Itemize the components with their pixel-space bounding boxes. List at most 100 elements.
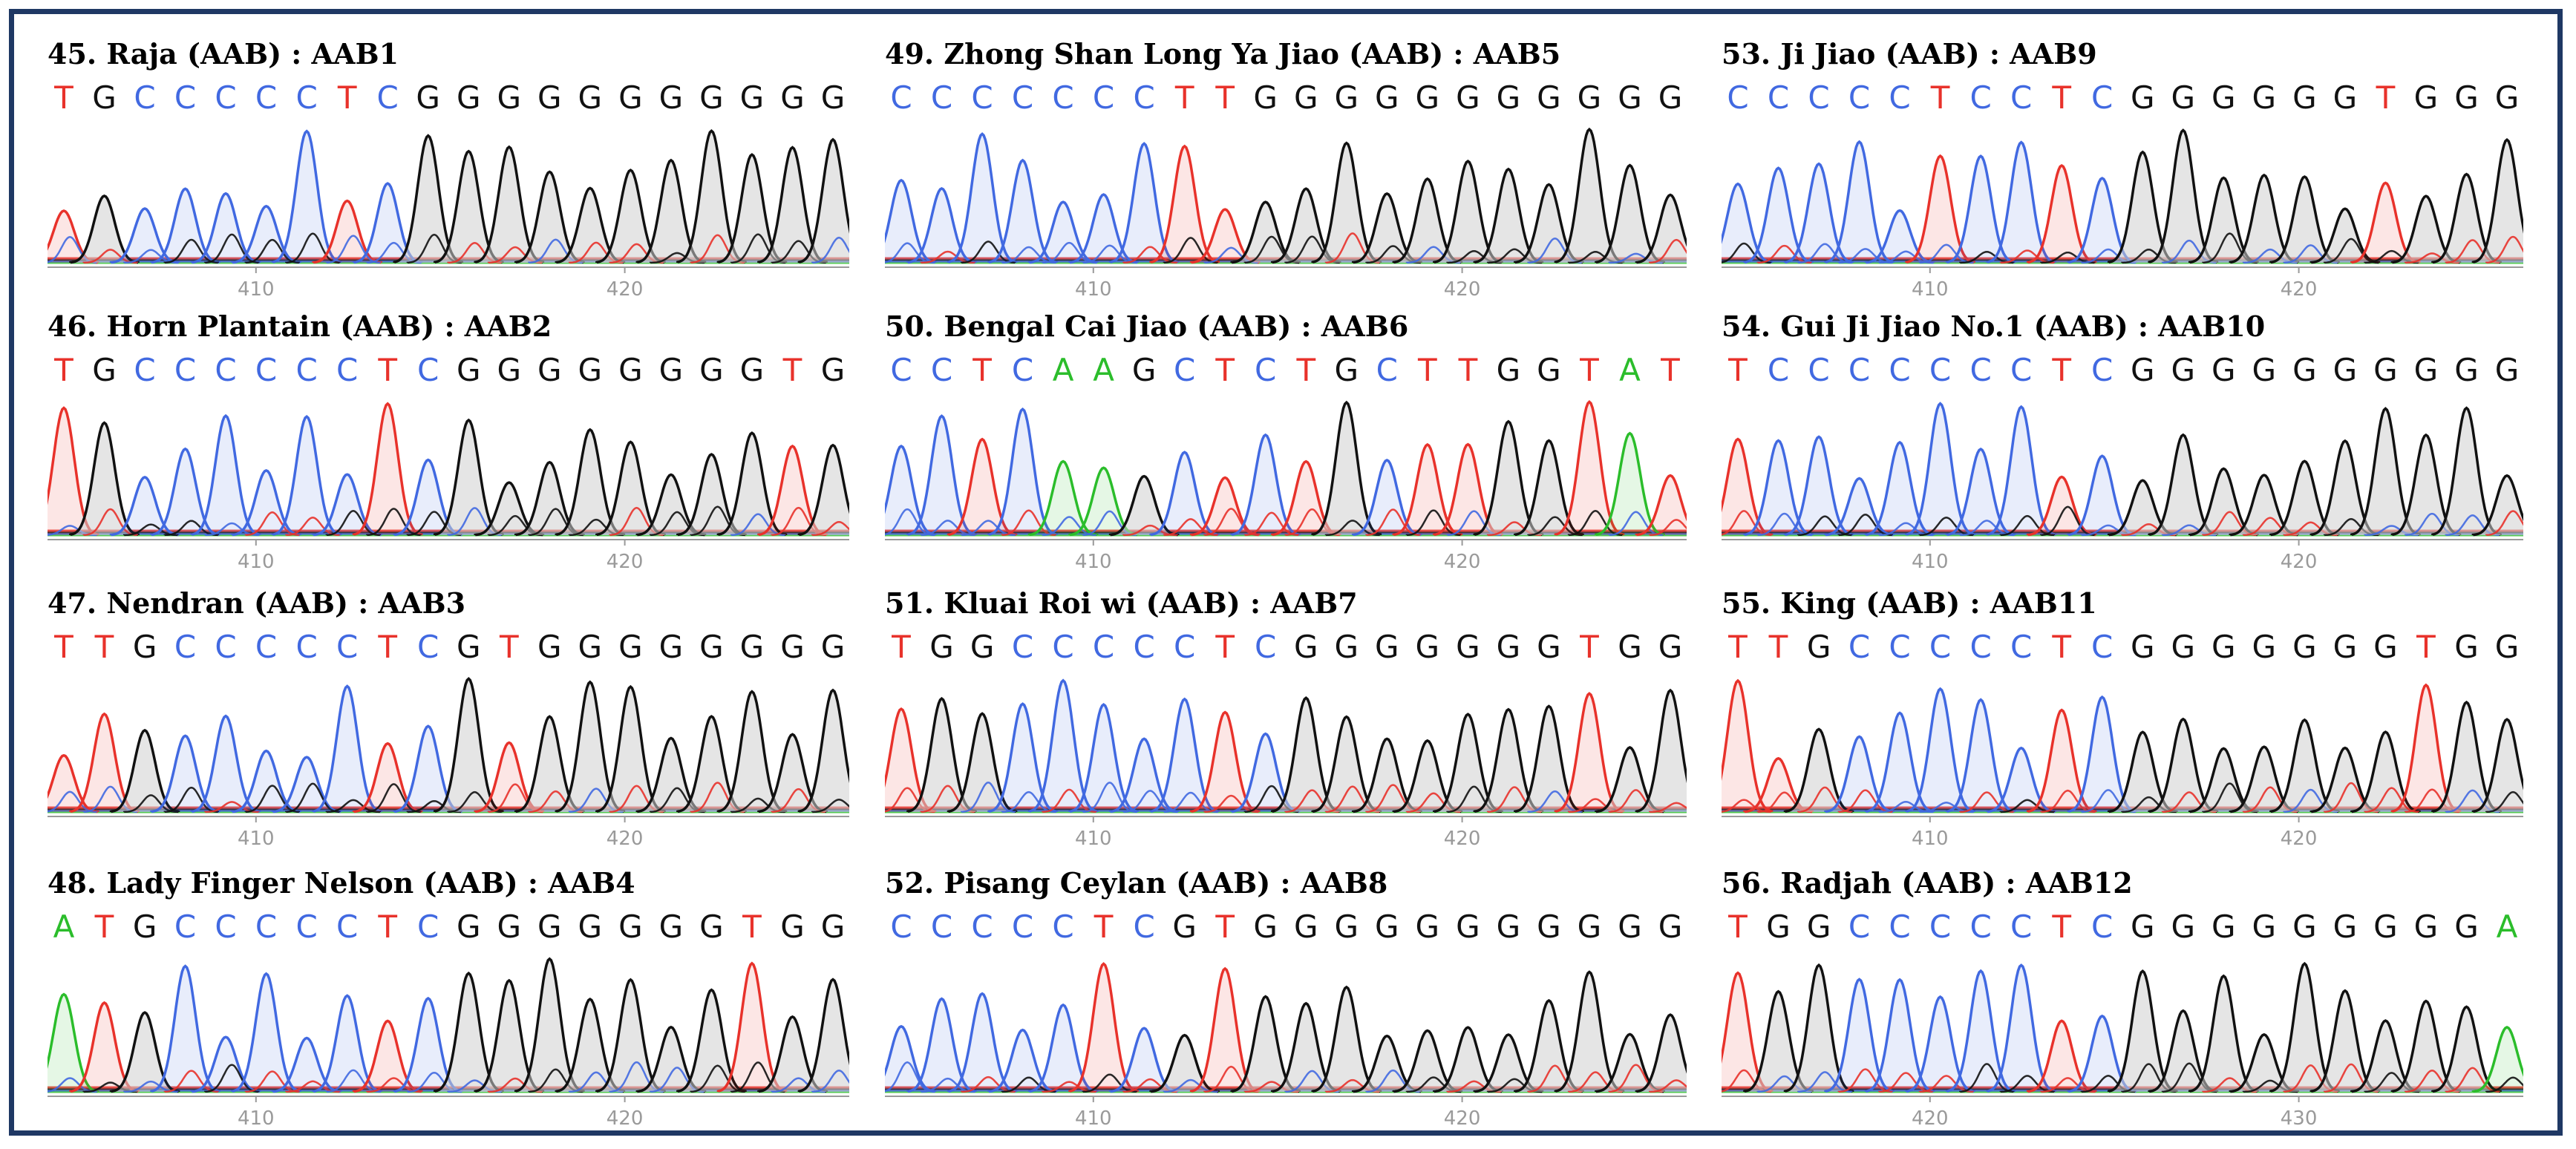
axis-tick-label: 420 xyxy=(2281,828,2318,850)
base-call: G xyxy=(1618,629,1642,665)
trace-peak xyxy=(1189,710,1261,814)
trace-peak xyxy=(797,978,849,1093)
base-call: T xyxy=(1727,909,1748,945)
base-call: C xyxy=(174,629,196,665)
base-call: T xyxy=(1727,629,1748,665)
trace-secondary-peak xyxy=(2485,510,2523,537)
axis-tick-label: 420 xyxy=(607,551,644,573)
base-call: C xyxy=(1970,629,1992,665)
figure-frame: 45. Raja (AAB) : AAB1 T G C C C C C T C G G G G G G G G G G… xyxy=(9,9,2563,1136)
trace-secondary-peak xyxy=(1837,514,1893,537)
trace-secondary-peak xyxy=(1203,508,1259,537)
trace-peak xyxy=(885,178,937,264)
trace-peak xyxy=(1783,162,1854,264)
base-call: G xyxy=(1537,352,1561,388)
base-call: G xyxy=(2333,629,2358,665)
base-call: G xyxy=(497,79,522,116)
trace-peak xyxy=(1149,144,1220,263)
trace-secondary-peak xyxy=(2323,238,2379,264)
base-call: G xyxy=(416,79,440,116)
axis-tick-label: 410 xyxy=(1075,551,1112,573)
trace-peak xyxy=(676,988,747,1093)
trace-secondary-peak xyxy=(1648,1079,1687,1093)
trace-peak xyxy=(1783,435,1854,537)
trace-peak xyxy=(1149,697,1220,814)
axis-tick-label: 420 xyxy=(2281,278,2318,301)
base-call: T xyxy=(1174,79,1194,116)
base-call: G xyxy=(618,79,643,116)
trace-peak xyxy=(150,734,220,814)
trace-peak xyxy=(1986,405,2057,536)
trace-peak xyxy=(1783,727,1854,814)
axis-tick-label: 410 xyxy=(1912,551,1949,573)
trace-secondary-peak xyxy=(1959,1063,2015,1093)
trace-peak xyxy=(2471,474,2523,537)
base-call: G xyxy=(2252,629,2277,665)
base-call: C xyxy=(255,629,277,665)
trace-secondary-peak xyxy=(960,782,1016,814)
trace-peak xyxy=(1027,459,1099,537)
trace-peak xyxy=(1189,476,1261,537)
base-call: C xyxy=(1093,79,1114,116)
trace-peak xyxy=(797,688,849,813)
base-call: G xyxy=(1807,909,1831,945)
base-call: T xyxy=(1930,79,1950,116)
trace-secondary-peak xyxy=(1648,802,1687,814)
trace-peak xyxy=(231,972,301,1093)
base-call: C xyxy=(1929,909,1951,945)
base-call: G xyxy=(92,79,117,116)
chromatogram-panel: 56. Radjah (AAB) : AAB12 T G G C C C C C T C G G G G G G… xyxy=(1722,869,2523,1133)
base-call: C xyxy=(296,352,318,388)
base-call: G xyxy=(2131,909,2155,945)
trace-peak xyxy=(906,414,977,536)
base-call: G xyxy=(1537,629,1561,665)
trace-peak xyxy=(109,1011,180,1093)
trace-peak xyxy=(1864,978,1935,1093)
base-call: G xyxy=(740,79,765,116)
base-call: G xyxy=(537,909,562,945)
base-call: T xyxy=(1094,909,1114,945)
trace-secondary-peak xyxy=(163,786,219,814)
base-call: G xyxy=(457,352,481,388)
trace-peak xyxy=(1230,433,1301,537)
panel-title: 48. Lady Finger Nelson (AAB) : AAB4 xyxy=(48,869,635,900)
trace-peak xyxy=(716,431,788,537)
trace-peak xyxy=(109,207,180,264)
base-call: G xyxy=(1253,909,1278,945)
trace-secondary-peak xyxy=(1001,509,1056,537)
axis-tick-label: 410 xyxy=(1075,828,1112,850)
base-call: C xyxy=(931,909,952,945)
trace-peak xyxy=(1905,154,1975,264)
axis-tick-label: 410 xyxy=(238,278,275,301)
trace-secondary-peak xyxy=(244,511,301,537)
base-call: G xyxy=(578,79,603,116)
trace-peak xyxy=(1905,402,1975,536)
base-call: C xyxy=(971,909,993,945)
base-call: G xyxy=(1766,909,1791,945)
base-call: C xyxy=(417,629,439,665)
base-call: G xyxy=(659,79,684,116)
trace-peak xyxy=(231,749,301,814)
trace-peak xyxy=(1554,399,1625,536)
base-call: G xyxy=(659,909,684,945)
trace-peak xyxy=(1905,687,1975,813)
chromatogram-panel: 52. Pisang Ceylan (AAB) : AAB8 C C C C C T C G T G… xyxy=(885,869,1687,1133)
base-call: G xyxy=(1294,79,1318,116)
trace-secondary-peak xyxy=(2364,787,2419,814)
base-call: C xyxy=(1012,352,1033,388)
trace-secondary-peak xyxy=(1648,519,1687,537)
base-call: C xyxy=(1768,79,1789,116)
base-call: A xyxy=(53,909,75,945)
base-call: G xyxy=(2333,79,2358,116)
trace-peak xyxy=(48,992,99,1093)
base-call: G xyxy=(1416,79,1440,116)
trace-peak xyxy=(2026,163,2097,264)
base-call: G xyxy=(2373,352,2398,388)
trace-peak xyxy=(48,753,99,814)
trace-secondary-peak xyxy=(2445,1067,2500,1093)
base-call: G xyxy=(2292,629,2317,665)
trace-secondary-peak xyxy=(2485,790,2523,814)
base-call: G xyxy=(2252,352,2277,388)
panel-title: 54. Gui Ji Jiao No.1 (AAB) : AAB10 xyxy=(1722,312,2266,343)
